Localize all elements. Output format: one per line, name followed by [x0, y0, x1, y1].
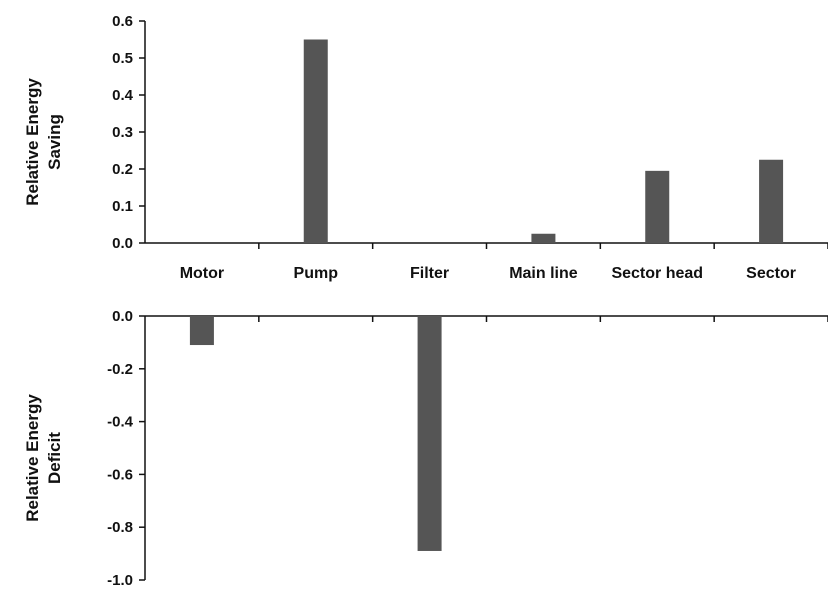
top-y-axis-title: Relative Energy Saving	[23, 78, 64, 206]
top-y-tick-label: 0.0	[112, 235, 133, 252]
category-label: Sector	[746, 265, 796, 282]
y-axis-title-line: Saving	[45, 114, 64, 170]
top-y-tick-label: 0.6	[112, 13, 133, 30]
category-label: Sector head	[611, 265, 703, 282]
bottom-y-tick-label: -1.0	[107, 572, 133, 589]
y-axis-title-line: Deficit	[45, 432, 64, 484]
bottom-bar-motor	[189, 316, 214, 346]
bottom-y-tick-label: -0.4	[107, 414, 134, 431]
category-label: Filter	[410, 265, 449, 282]
category-label: Pump	[294, 265, 339, 282]
bottom-y-tick-label: -0.6	[107, 466, 133, 483]
y-axis-title-line: Relative Energy	[23, 394, 42, 522]
top-bar-sector-head	[645, 170, 670, 243]
top-bar-main-line	[531, 233, 556, 243]
bottom-y-axis-title: Relative Energy Deficit	[23, 394, 64, 522]
top-bar-sector	[759, 159, 784, 243]
bottom-y-tick-label: 0.0	[112, 308, 133, 325]
top-y-tick-label: 0.4	[112, 87, 134, 104]
category-label: Motor	[180, 265, 224, 282]
y-axis-title-line: Relative Energy	[23, 78, 42, 206]
bottom-y-tick-label: -0.2	[107, 361, 133, 378]
bottom-y-tick-label: -0.8	[107, 519, 133, 536]
top-bar-pump	[303, 39, 328, 243]
bottom-bar-filter	[417, 316, 442, 551]
top-y-tick-label: 0.1	[112, 198, 133, 215]
top-y-tick-label: 0.5	[112, 50, 133, 67]
category-label: Main line	[509, 265, 578, 282]
top-y-tick-label: 0.3	[112, 124, 133, 141]
top-y-tick-label: 0.2	[112, 161, 133, 178]
